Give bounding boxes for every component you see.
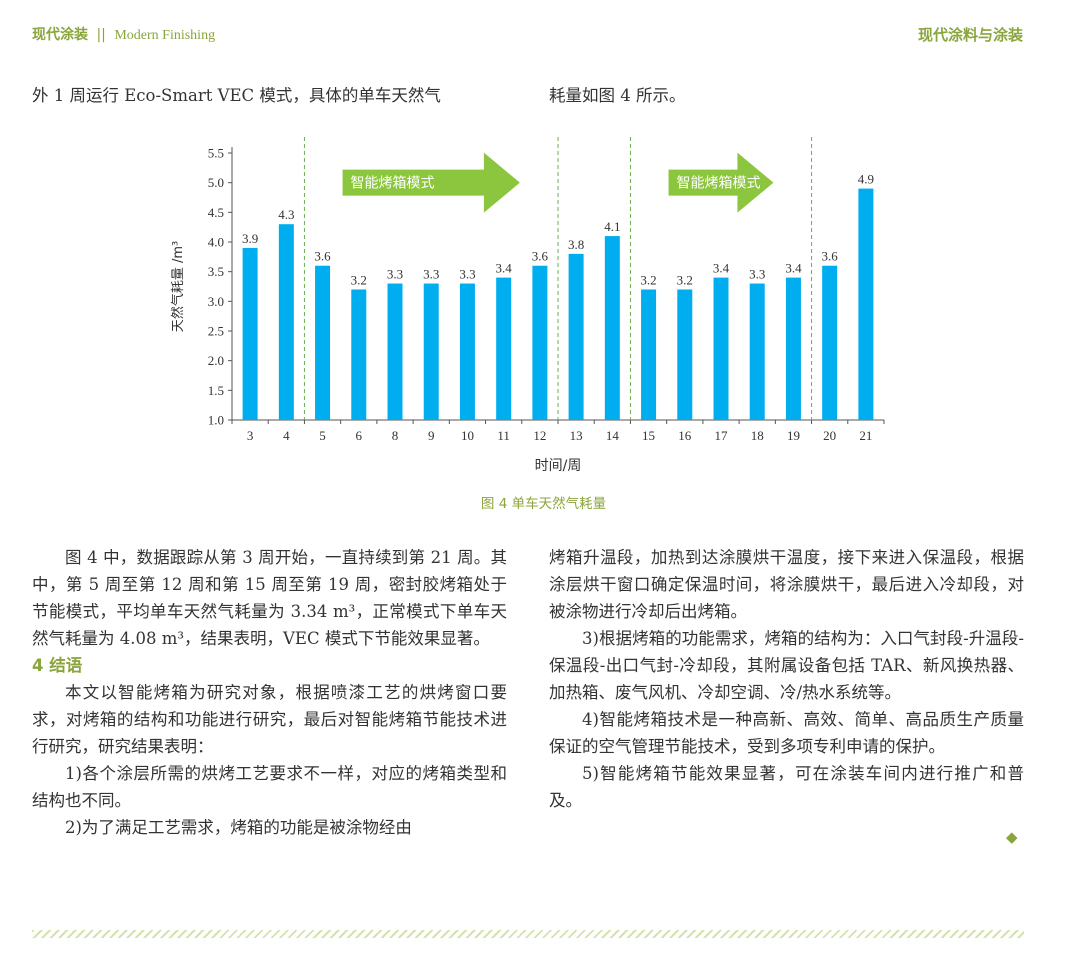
top-text-left: 外 1 周运行 Eco-Smart VEC 模式，具体的单车天然气	[32, 86, 441, 105]
x-tick-label: 4	[283, 428, 290, 443]
paragraph-conclusion-2: 2)为了满足工艺需求，烤箱的功能是被涂物经由	[65, 818, 412, 837]
running-header-right: 现代涂料与涂装	[917, 26, 1023, 44]
x-tick-label: 13	[570, 428, 583, 443]
right-column: 烤箱升温段，加热到达涂膜烘干温度，接下来进入保温段，根据涂层烘干窗口确定保温时间…	[549, 544, 1024, 814]
running-header-left: 现代涂装 || Modern Finishing	[32, 24, 215, 44]
x-tick-label: 5	[319, 428, 326, 443]
bar-value-label: 3.6	[822, 249, 839, 264]
bar	[278, 224, 294, 420]
bar-value-label: 3.8	[568, 237, 584, 252]
x-tick-label: 16	[678, 428, 692, 443]
bar-value-label: 3.3	[387, 267, 403, 282]
bar	[351, 289, 367, 420]
left-column: 图 4 中，数据跟踪从第 3 周开始，一直持续到第 21 周。其中，第 5 周至…	[32, 544, 507, 841]
bar	[677, 289, 693, 420]
x-tick-label: 12	[533, 428, 546, 443]
y-tick-label: 3.5	[208, 264, 224, 279]
bar-value-label: 4.3	[278, 207, 294, 222]
paragraph-conclusion-5: 5)智能烤箱节能效果显著，可在涂装车间内进行推广和普及。	[549, 764, 1024, 810]
bar-value-label: 3.2	[640, 272, 656, 287]
bar	[785, 277, 801, 420]
paragraph-conclusion-1: 1)各个涂层所需的烘烤工艺要求不一样，对应的烤箱类型和结构也不同。	[32, 764, 507, 810]
footer-decoration	[32, 930, 1024, 938]
journal-brand: 现代涂装	[32, 27, 88, 43]
figure-caption: 图 4 单车天然气耗量	[480, 496, 607, 512]
journal-brand-en: Modern Finishing	[114, 28, 216, 43]
x-tick-label: 18	[751, 428, 764, 443]
y-tick-label: 1.5	[208, 383, 224, 398]
y-tick-label: 3.0	[208, 294, 224, 309]
bar	[822, 265, 838, 420]
smart-mode-arrow	[668, 152, 774, 213]
bar	[496, 277, 512, 420]
smart-mode-label: 智能烤箱模式	[677, 176, 761, 192]
y-tick-label: 2.0	[208, 353, 224, 368]
bar	[713, 277, 729, 420]
paragraph-conclusion-4: 4)智能烤箱技术是一种高新、高效、简单、高品质生产质量保证的空气管理节能技术，受…	[549, 710, 1024, 756]
x-tick-label: 3	[247, 428, 254, 443]
paragraph-results: 图 4 中，数据跟踪从第 3 周开始，一直持续到第 21 周。其中，第 5 周至…	[32, 548, 507, 648]
bar-value-label: 3.6	[532, 249, 549, 264]
x-tick-label: 15	[642, 428, 655, 443]
bar-value-label: 4.1	[604, 219, 620, 234]
bar	[568, 253, 584, 420]
x-tick-label: 11	[497, 428, 510, 443]
bar-value-label: 3.4	[785, 261, 802, 276]
y-tick-label: 4.0	[208, 235, 224, 250]
consumption-bar-chart: 1.0 1.5 2.0 2.5 3.0 3.5 4.0 4.5 5.0 5.5 3 4 5 6 8 9 10 11…	[170, 137, 885, 474]
bar-value-label: 3.3	[459, 267, 475, 282]
bar-value-label: 3.4	[496, 261, 513, 276]
paragraph-continued: 烤箱升温段，加热到达涂膜烘干温度，接下来进入保温段，根据涂层烘干窗口确定保温时间…	[549, 548, 1024, 621]
y-axis-title: 天然气耗量 /m³	[170, 241, 186, 332]
paragraph-conclusion-intro: 本文以智能烤箱为研究对象，根据喷漆工艺的烘烤窗口要求，对烤箱的结构和功能进行研究…	[32, 683, 507, 756]
smart-mode-label: 智能烤箱模式	[351, 176, 435, 192]
bar	[858, 188, 874, 420]
bar	[604, 236, 620, 420]
y-tick-label: 5.5	[208, 146, 224, 161]
top-text-right: 耗量如图 4 所示。	[549, 86, 686, 105]
bar	[459, 283, 475, 420]
y-tick-label: 5.0	[208, 175, 224, 190]
x-tick-label: 14	[606, 428, 620, 443]
x-axis-title: 时间/周	[535, 458, 582, 474]
bar	[532, 265, 548, 420]
x-tick-label: 20	[823, 428, 836, 443]
paragraph-conclusion-3: 3)根据烤箱的功能需求，烤箱的结构为：入口气封段-升温段-保温段-出口气封-冷却…	[549, 629, 1024, 702]
bar-value-label: 3.9	[242, 231, 258, 246]
y-tick-label: 4.5	[208, 205, 224, 220]
bar-value-label: 4.9	[858, 172, 874, 187]
bar-value-label: 3.3	[749, 267, 765, 282]
end-mark-icon: ◆	[1006, 828, 1018, 846]
bar	[749, 283, 765, 420]
x-tick-label: 10	[461, 428, 474, 443]
header-separator: ||	[96, 27, 106, 43]
x-tick-label: 21	[859, 428, 872, 443]
bar	[387, 283, 403, 420]
section-heading: 4 结语	[32, 656, 83, 675]
bar-value-label: 3.6	[314, 249, 331, 264]
bar	[423, 283, 439, 420]
bar-value-label: 3.2	[677, 272, 693, 287]
bar	[242, 247, 258, 420]
x-tick-label: 19	[787, 428, 800, 443]
bar-value-label: 3.3	[423, 267, 439, 282]
x-tick-label: 6	[356, 428, 363, 443]
y-tick-label: 1.0	[208, 413, 224, 428]
y-tick-label: 2.5	[208, 324, 224, 339]
smart-mode-arrow	[342, 152, 520, 213]
bar-value-label: 3.2	[351, 272, 367, 287]
x-tick-label: 17	[715, 428, 729, 443]
bar	[315, 265, 331, 420]
x-tick-label: 9	[428, 428, 435, 443]
bar	[641, 289, 657, 420]
bar-value-label: 3.4	[713, 261, 730, 276]
x-tick-label: 8	[392, 428, 399, 443]
